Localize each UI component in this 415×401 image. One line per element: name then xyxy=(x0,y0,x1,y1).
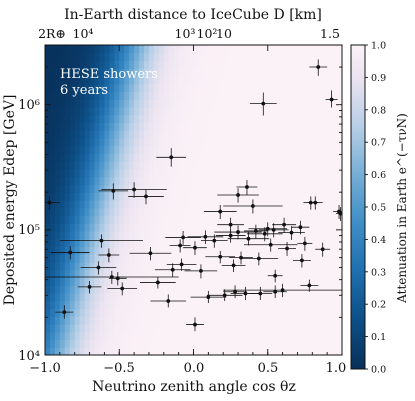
y-tick-labels: 10⁴ 10⁵ 10⁶ xyxy=(18,98,40,364)
data-point xyxy=(239,252,279,266)
data-point xyxy=(223,285,247,299)
x-tick-label: 1.0 xyxy=(326,361,347,376)
y-axis-label: Deposited energy Edep [GeV] xyxy=(2,95,18,306)
annotation-title: HESE showers xyxy=(60,67,158,82)
data-point xyxy=(98,248,120,263)
data-point xyxy=(80,261,117,275)
data-points xyxy=(45,59,342,332)
y-tick-label: 10⁴ xyxy=(18,349,40,364)
top-tick-label: 2R⊕ xyxy=(38,26,66,41)
data-point xyxy=(59,234,144,248)
data-point xyxy=(187,230,224,245)
data-point xyxy=(98,183,129,200)
colorbar-tick-label: 0.3 xyxy=(371,267,386,278)
data-point xyxy=(50,246,90,260)
top-tick-label: 10³ xyxy=(175,26,196,41)
data-point xyxy=(55,305,74,319)
colorbar-tick-label: 0.7 xyxy=(371,138,386,149)
data-point xyxy=(258,223,289,238)
data-point xyxy=(292,254,311,268)
data-point xyxy=(223,199,283,214)
data-point xyxy=(190,290,227,304)
data-point xyxy=(325,90,338,108)
data-point xyxy=(183,241,207,255)
data-point xyxy=(184,264,218,279)
data-point xyxy=(243,238,298,252)
data-point xyxy=(107,282,138,296)
colorbar-label: Attenuation in Earth e^(−τνN) xyxy=(395,113,409,304)
colorbar-tick-label: 0.2 xyxy=(371,300,386,311)
data-point xyxy=(128,189,164,205)
annotation-subtitle: 6 years xyxy=(60,83,108,98)
data-point xyxy=(129,246,172,261)
data-point xyxy=(140,277,176,289)
y-tick-label: 10⁶ xyxy=(18,98,40,113)
colorbar-tick-label: 1.0 xyxy=(371,41,386,52)
data-point xyxy=(169,239,191,253)
data-point xyxy=(336,207,342,221)
x-tick-labels: −1.0 −0.5 0.0 0.5 1.0 xyxy=(29,361,346,376)
y-tick-label: 10⁵ xyxy=(18,223,40,238)
data-point xyxy=(309,59,328,76)
colorbar-tick-label: 0.4 xyxy=(371,235,386,246)
colorbar-tick-label: 0.5 xyxy=(371,203,386,214)
data-point xyxy=(206,289,243,302)
data-point xyxy=(291,220,310,235)
colorbar xyxy=(350,44,366,370)
top-tick-label: 10 xyxy=(216,26,232,41)
data-point xyxy=(186,317,204,332)
data-point xyxy=(77,281,102,294)
data-point xyxy=(315,242,331,257)
data-point xyxy=(263,285,288,299)
colorbar-tick-label: 0.8 xyxy=(371,105,386,116)
plot-frame xyxy=(44,44,343,356)
data-point xyxy=(227,232,270,246)
data-point xyxy=(108,272,127,286)
top-axis-label: In-Earth distance to IceCube D [km] xyxy=(64,7,322,23)
top-tick-label: 10⁴ xyxy=(73,26,94,41)
x-tick-label: 0.0 xyxy=(184,361,205,376)
data-point xyxy=(150,294,187,308)
x-tick-label: 0.5 xyxy=(258,361,279,376)
data-point xyxy=(248,286,273,301)
data-point xyxy=(165,230,201,245)
data-point xyxy=(200,234,228,248)
x-tick-label: −0.5 xyxy=(103,361,135,376)
data-point xyxy=(307,196,323,210)
data-point xyxy=(267,269,283,283)
data-point xyxy=(166,258,197,271)
data-point xyxy=(297,236,313,251)
data-point xyxy=(154,263,191,278)
top-tick-label: 10² xyxy=(197,26,218,41)
data-point xyxy=(156,148,187,167)
data-point xyxy=(217,188,259,203)
data-point xyxy=(214,225,262,240)
data-point xyxy=(223,283,342,298)
x-tick-label: −1.0 xyxy=(29,361,61,376)
top-tick-label: 1.5 xyxy=(320,26,340,41)
x-axis-label: Neutrino zenith angle cos θz xyxy=(92,379,296,395)
data-point xyxy=(221,259,246,273)
data-point xyxy=(215,229,246,243)
data-point xyxy=(278,226,305,240)
colorbar-tick-label: 0.1 xyxy=(371,332,386,343)
data-point xyxy=(278,241,296,256)
data-point xyxy=(249,92,277,116)
data-point xyxy=(236,180,258,195)
data-point xyxy=(45,196,60,210)
top-tick-labels: 2R⊕ 10⁴ 10³ 10² 10 1.5 xyxy=(38,26,340,41)
colorbar-tick-label: 0.9 xyxy=(371,73,386,84)
data-point xyxy=(203,204,237,220)
data-point xyxy=(205,250,236,264)
colorbar-ticks: 0.0 0.1 0.2 0.3 0.4 0.5 0.6 0.7 0.8 0.9 1.0 xyxy=(365,41,386,376)
colorbar-tick-label: 0.0 xyxy=(371,365,386,376)
colorbar-tick-label: 0.6 xyxy=(371,170,386,181)
